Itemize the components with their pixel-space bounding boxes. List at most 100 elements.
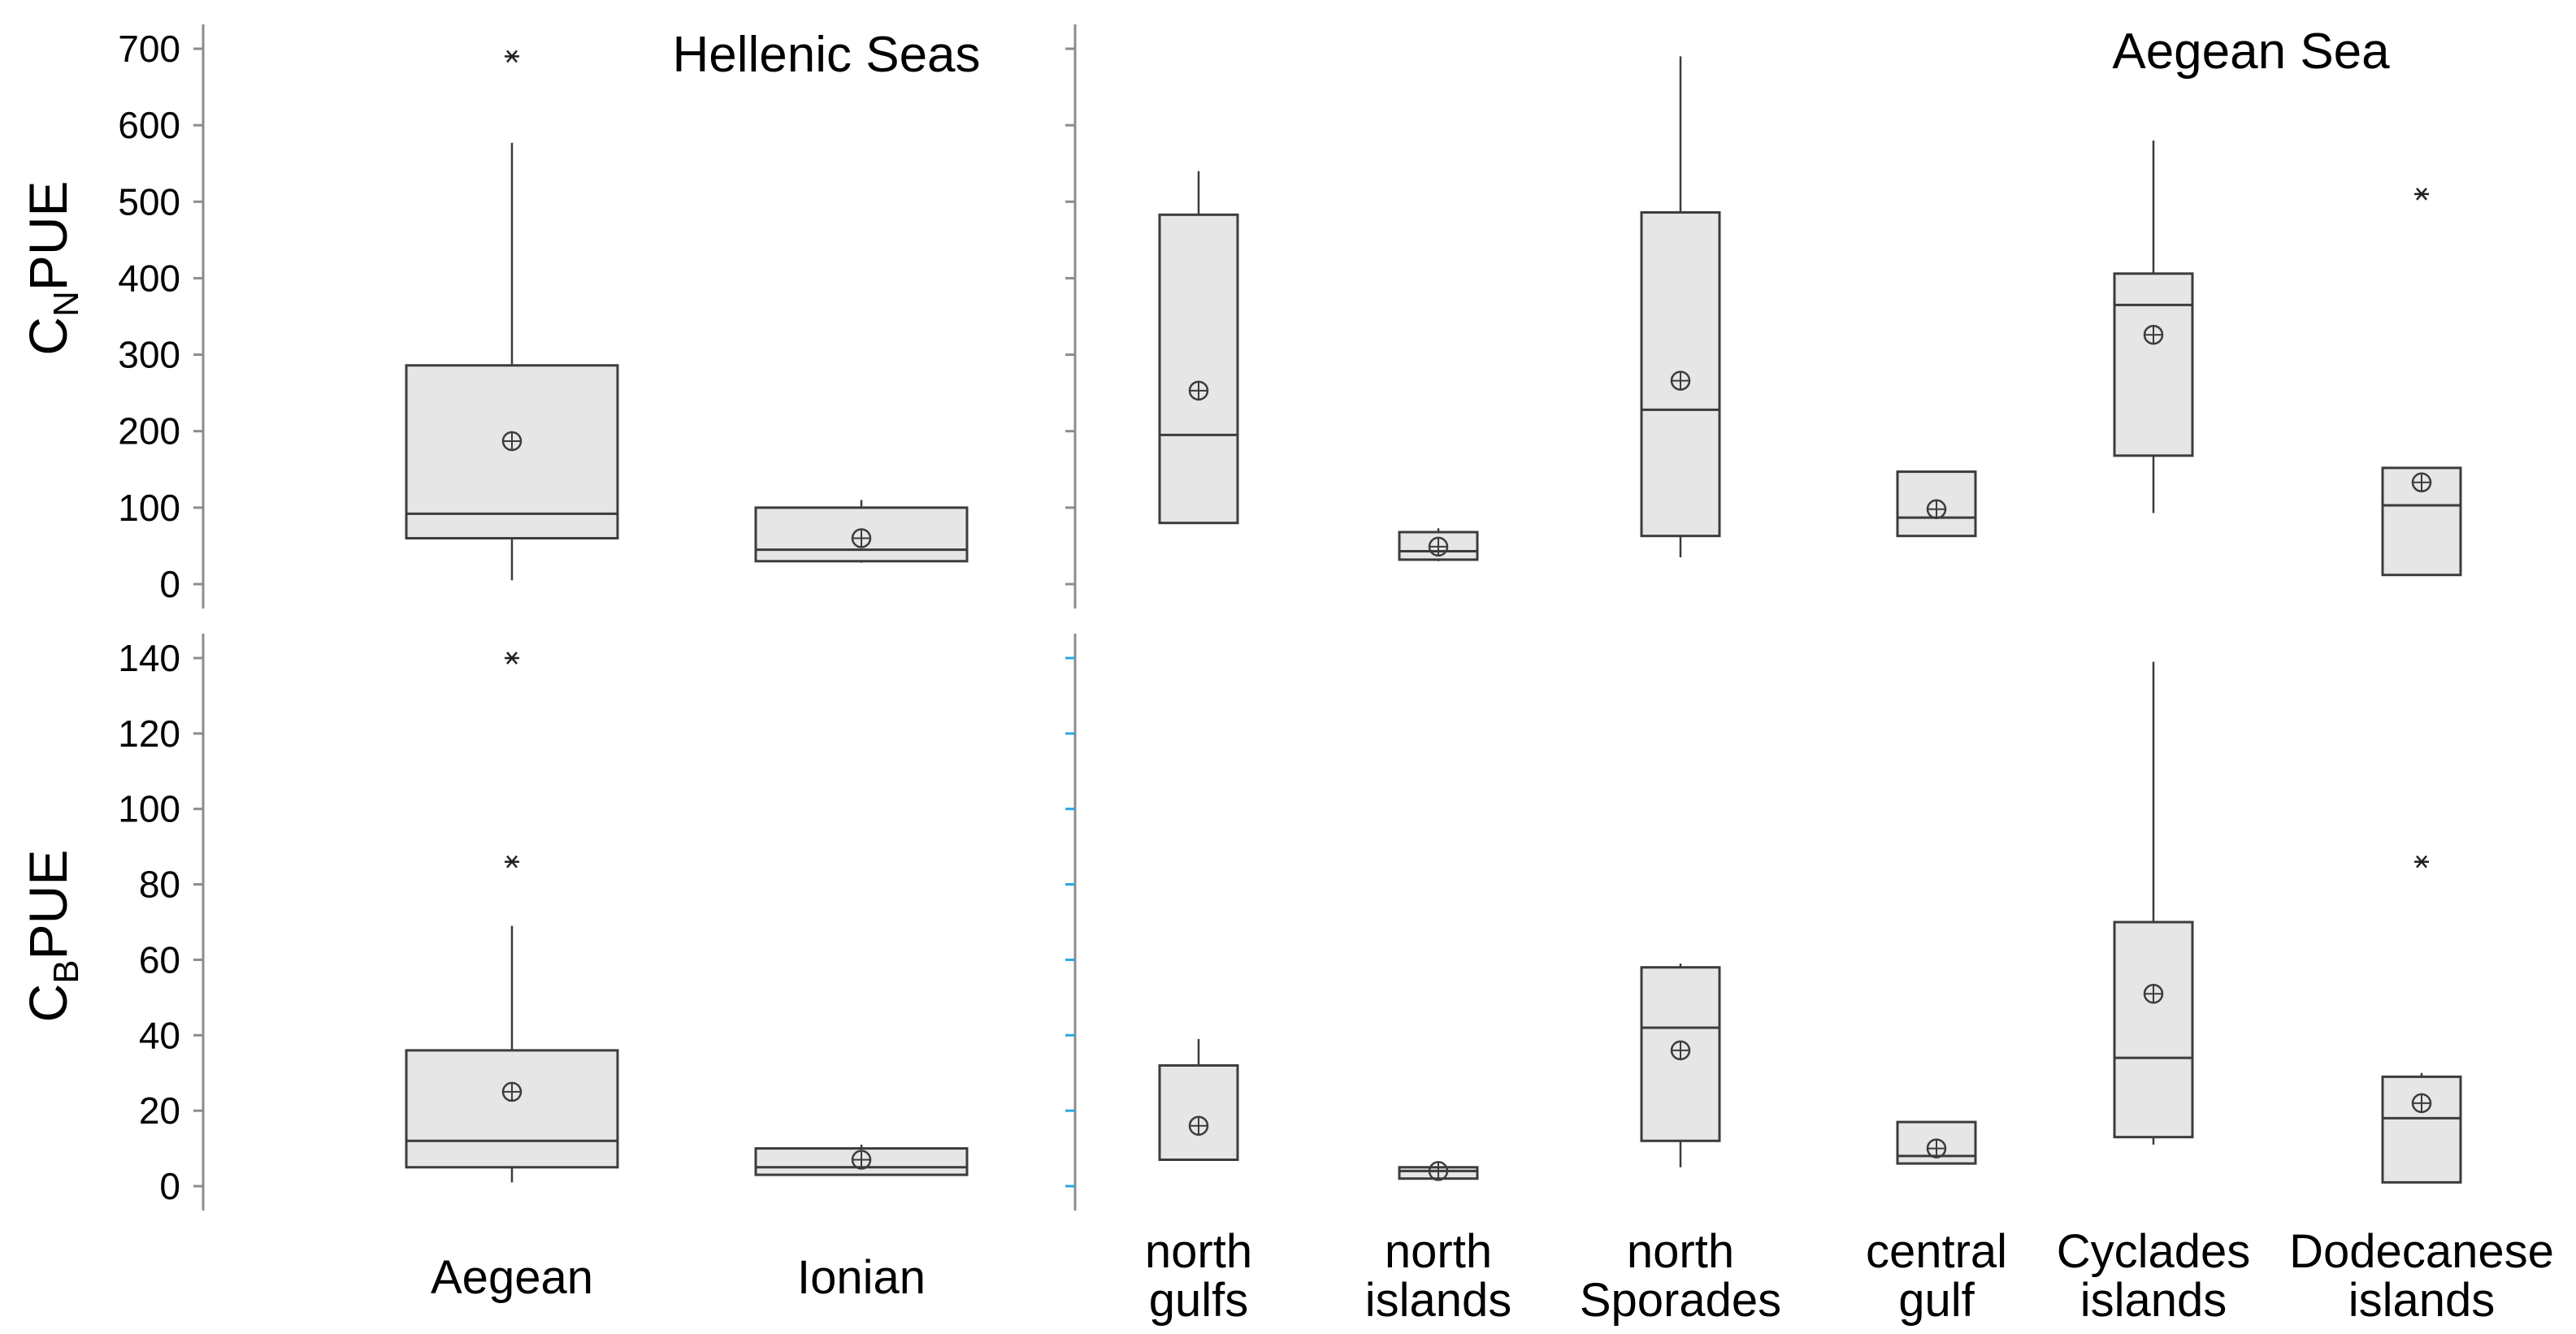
mean-marker — [1926, 499, 1947, 519]
x-category-label-word: Sporades — [1580, 1274, 1781, 1327]
x-category-label-dodecanese-islands: Dodecanese islands — [2289, 1225, 2554, 1327]
x-category-label-word: north — [1385, 1225, 1492, 1278]
y-axis-label-cb-pue: CBPUE — [18, 850, 86, 1023]
box-central-gulf — [1896, 470, 1977, 538]
box-north-sporades — [1640, 964, 1721, 1167]
x-category-label-central-gulf: central gulf — [1866, 1225, 2007, 1327]
outlier-marker — [505, 652, 519, 665]
box-aegean — [405, 652, 619, 1183]
x-category-label-ionian: Ionian — [797, 1251, 926, 1304]
box-iqr — [405, 364, 619, 540]
y-tick-label: 100 — [118, 788, 180, 830]
mean-marker — [1188, 380, 1209, 401]
svg-text:CBPUE: CBPUE — [18, 850, 86, 1023]
panel-title-aegean-sea: Aegean Sea — [2112, 24, 2390, 80]
outlier-stroke — [2416, 188, 2427, 201]
box-dodecanese-islands — [2381, 855, 2462, 1184]
y-tick-label: 400 — [118, 257, 180, 299]
panel-title-hellenic-seas: Hellenic Seas — [672, 27, 980, 83]
box-iqr — [1158, 1063, 1239, 1162]
y-tick-label: 120 — [118, 712, 180, 755]
x-category-label-word: north — [1627, 1225, 1734, 1278]
outlier-stroke — [2416, 855, 2427, 868]
mean-marker — [1926, 1138, 1947, 1159]
panel-bottom-left: 0 20 40 60 80 100 120 140 — [118, 634, 969, 1211]
x-category-label-word: islands — [2348, 1274, 2496, 1327]
x-category-label-north-gulfs: north gulfs — [1145, 1225, 1252, 1327]
x-category-label-word: gulf — [1898, 1274, 1975, 1327]
box-north-gulfs — [1158, 171, 1239, 525]
outlier-stroke — [506, 50, 518, 63]
mean-marker — [2411, 472, 2432, 493]
panel-bottom-right — [1065, 634, 2462, 1211]
mean-marker — [2143, 983, 2164, 1004]
mean-marker — [851, 528, 872, 548]
box-central-gulf — [1896, 1120, 1977, 1165]
outlier-marker — [2414, 855, 2429, 868]
y-tick-label: 80 — [139, 864, 180, 906]
x-category-label-aegean: Aegean — [431, 1251, 593, 1304]
box-iqr — [2113, 920, 2194, 1139]
ylabel-cb-main: C — [18, 984, 78, 1023]
box-iqr — [1158, 213, 1239, 525]
y-tick-label: 700 — [118, 28, 180, 70]
y-tick-label: 600 — [118, 104, 180, 146]
box-aegean — [405, 50, 619, 581]
box-iqr — [1640, 966, 1721, 1142]
mean-marker — [851, 1150, 872, 1170]
box-ionian — [754, 1144, 969, 1176]
mean-marker — [1428, 1161, 1449, 1181]
box-north-islands — [1398, 528, 1479, 561]
panel-top-right — [1065, 24, 2462, 609]
mean-marker — [501, 431, 523, 452]
x-category-label-word: Ionian — [797, 1251, 926, 1304]
y-tick-label: 20 — [139, 1089, 180, 1132]
mean-marker — [1428, 536, 1449, 557]
outlier-marker — [505, 50, 519, 63]
mean-marker — [2411, 1093, 2432, 1114]
x-category-label-north-sporades: north Sporades — [1580, 1225, 1781, 1327]
outlier-marker — [505, 855, 519, 868]
box-cyclades-islands — [2113, 661, 2194, 1145]
mean-marker — [1188, 1115, 1209, 1136]
y-tick-label: 100 — [118, 487, 180, 529]
mean-marker — [1670, 370, 1691, 391]
plot-layer: 0 100 200 300 400 500 600 700 0 20 40 60 80 100 120 140… — [118, 24, 2554, 1327]
mean-marker — [1670, 1040, 1691, 1061]
box-north-sporades — [1640, 56, 1721, 558]
x-category-label-word: Cyclades — [2057, 1225, 2251, 1278]
x-category-label-word: islands — [1365, 1274, 1512, 1327]
mean-marker — [2143, 324, 2164, 345]
x-category-label-word: gulfs — [1149, 1274, 1249, 1327]
box-iqr — [2113, 272, 2194, 457]
y-tick-label: 0 — [159, 1165, 180, 1207]
box-iqr — [405, 1049, 619, 1169]
box-ionian — [754, 500, 969, 563]
box-north-gulfs — [1158, 1038, 1239, 1162]
ylabel-cb-sub: B — [46, 959, 86, 983]
outlier-marker — [2414, 188, 2429, 201]
ylabel-cn-sub: N — [46, 291, 86, 317]
x-category-label-word: central — [1866, 1225, 2007, 1278]
x-category-label-word: north — [1145, 1225, 1252, 1278]
x-category-label-cyclades-islands: Cyclades islands — [2057, 1225, 2251, 1327]
x-category-label-word: Aegean — [431, 1251, 593, 1304]
x-category-label-word: Dodecanese — [2289, 1225, 2554, 1278]
box-dodecanese-islands — [2381, 188, 2462, 577]
x-category-label-word: islands — [2080, 1274, 2227, 1327]
y-axis-label-cn-pue: CNPUE — [18, 180, 86, 355]
ylabel-cn-main: C — [18, 317, 78, 356]
y-tick-label: 60 — [139, 938, 180, 981]
ylabel-cb-suffix: PUE — [18, 850, 78, 960]
box-iqr — [2381, 1075, 2462, 1184]
y-tick-label: 300 — [118, 334, 180, 376]
outlier-stroke — [506, 855, 518, 868]
y-tick-label: 140 — [118, 637, 180, 679]
box-cyclades-islands — [2113, 140, 2194, 513]
y-tick-label: 200 — [118, 410, 180, 453]
y-tick-label: 0 — [159, 563, 180, 605]
svg-text:CNPUE: CNPUE — [18, 180, 86, 355]
ylabel-cn-suffix: PUE — [18, 180, 78, 291]
y-tick-label: 40 — [139, 1014, 180, 1056]
